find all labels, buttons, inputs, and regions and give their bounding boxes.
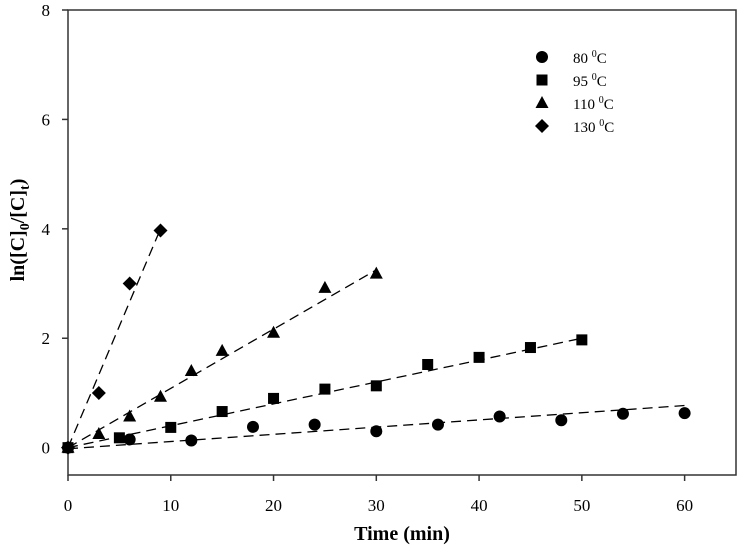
y-tick-label: 4 [42, 220, 51, 239]
x-tick-label: 20 [265, 496, 282, 515]
data-point-circle [370, 425, 383, 438]
legend-marker-triangle [535, 96, 549, 108]
legend-label: 110 0C [573, 95, 614, 113]
legend-marker-square [536, 74, 548, 86]
data-point-triangle [267, 325, 281, 338]
fit-line-diamond [67, 228, 162, 448]
y-axis-label: ln([C]0/[C]t) [7, 179, 33, 282]
x-axis-label: Time (min) [354, 523, 450, 545]
fit-line-triangle [67, 269, 377, 449]
x-tick-label: 60 [676, 496, 693, 515]
data-point-diamond [91, 385, 106, 400]
legend: 80 0C 95 0C 110 0C 130 0C [535, 49, 614, 136]
data-point-triangle [123, 409, 137, 422]
data-point-triangle [92, 426, 106, 439]
data-point-square [268, 392, 280, 404]
data-points [61, 223, 691, 455]
y-tick-label: 0 [42, 439, 51, 458]
fit-lines [67, 228, 685, 450]
data-point-square [576, 334, 588, 346]
legend-marker-diamond [535, 119, 549, 133]
data-point-diamond [61, 440, 75, 455]
y-axis: 0 2 4 6 8 [42, 1, 68, 458]
data-point-circle [431, 418, 444, 431]
legend-label: 95 0C [573, 72, 607, 90]
legend-label: 130 0C [573, 118, 614, 136]
data-point-circle [493, 410, 506, 423]
data-point-circle [308, 418, 321, 431]
data-point-diamond [122, 276, 137, 291]
data-point-square [524, 342, 536, 354]
data-point-circle [185, 434, 198, 447]
data-point-triangle [369, 266, 383, 279]
plot-frame [67, 9, 737, 476]
data-point-diamond [153, 223, 168, 238]
data-point-square [319, 383, 331, 395]
data-point-square [422, 358, 434, 370]
x-tick-label: 40 [471, 496, 488, 515]
y-tick-label: 2 [42, 329, 51, 348]
x-axis: 0 10 20 30 40 50 60 [64, 475, 693, 515]
x-tick-label: 50 [573, 496, 590, 515]
y-tick-label: 8 [42, 1, 51, 20]
data-point-circle [555, 414, 568, 427]
data-point-triangle [215, 343, 229, 356]
data-point-circle [246, 420, 259, 433]
legend-label: 80 0C [573, 49, 607, 67]
data-point-square [216, 406, 228, 418]
x-tick-label: 0 [64, 496, 73, 515]
data-point-triangle [184, 364, 198, 377]
data-point-circle [678, 407, 691, 420]
data-point-square [113, 432, 125, 444]
plot-border [67, 9, 737, 476]
data-point-square [473, 351, 485, 363]
data-point-square [370, 380, 382, 392]
data-point-triangle [153, 389, 167, 402]
data-point-square [165, 421, 177, 433]
data-point-triangle [318, 280, 332, 293]
x-tick-label: 10 [162, 496, 179, 515]
data-point-circle [616, 407, 629, 420]
legend-marker-circle [536, 51, 548, 63]
y-tick-label: 6 [42, 110, 51, 129]
data-point-circle [123, 433, 136, 446]
x-tick-label: 30 [368, 496, 385, 515]
